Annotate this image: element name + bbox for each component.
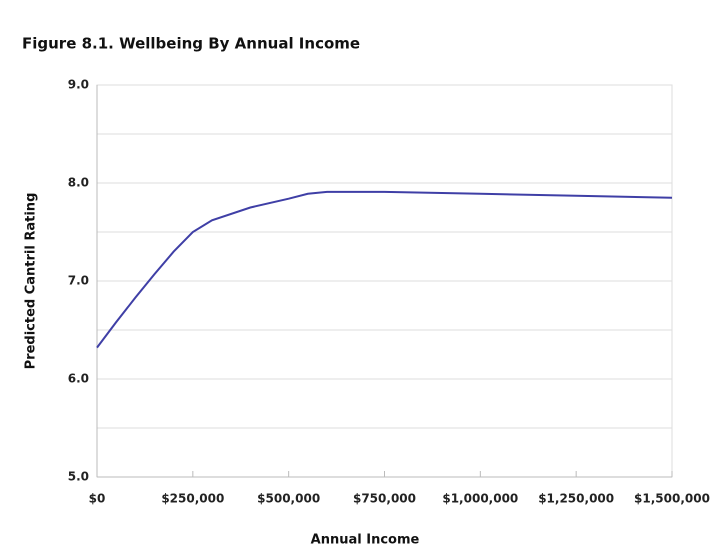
y-tick-label: 6.0: [68, 372, 89, 386]
y-tick-label: 5.0: [68, 470, 89, 484]
x-tick-label: $1,250,000: [538, 492, 614, 506]
x-tick-label: $1,500,000: [634, 492, 710, 506]
data-line: [96, 190, 673, 349]
x-tick-label: $1,000,000: [442, 492, 518, 506]
y-axis-title: Predicted Cantril Rating: [24, 193, 39, 370]
x-tick-label: $250,000: [161, 492, 224, 506]
y-tick-label: 7.0: [68, 274, 89, 288]
chart-title: Figure 8.1. Wellbeing By Annual Income: [22, 35, 360, 53]
y-tick-label: 8.0: [68, 176, 89, 190]
y-tick-label: 9.0: [68, 78, 89, 92]
x-tick-label: $500,000: [257, 492, 320, 506]
x-tick-label: $750,000: [353, 492, 416, 506]
x-tick-label: $0: [89, 492, 106, 506]
x-axis-title: Annual Income: [311, 533, 420, 548]
